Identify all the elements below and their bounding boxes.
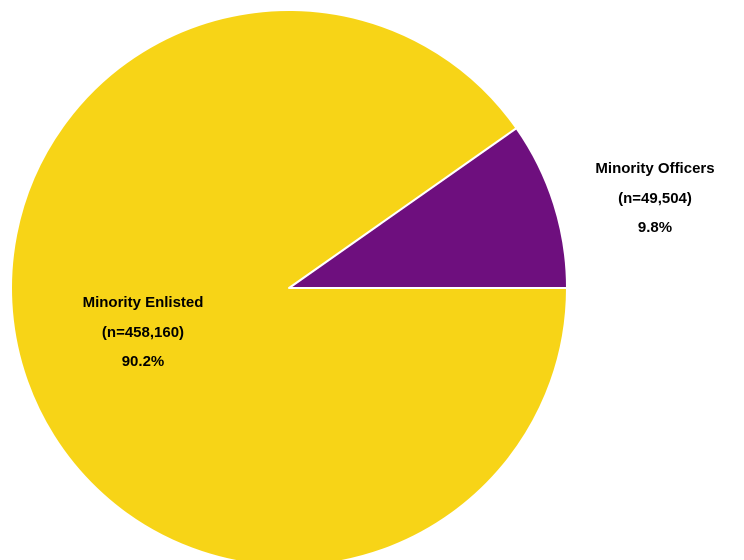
pie-slices	[10, 9, 568, 560]
slice-label-minority-officers-count: (n=49,504)	[618, 190, 692, 207]
pie-slice-minority-enlisted	[10, 9, 568, 560]
slice-label-minority-officers-percent: 9.8%	[638, 219, 672, 236]
slice-label-minority-officers-name: Minority Officers	[595, 160, 714, 177]
slice-label-minority-enlisted-name: Minority Enlisted	[83, 294, 204, 311]
slice-label-minority-enlisted-percent: 90.2%	[122, 353, 165, 370]
label-minority-officers: Minority Officers (n=49,504) 9.8%	[595, 160, 714, 236]
pie-slice-minority-officers	[288, 127, 568, 289]
label-minority-enlisted: Minority Enlisted (n=458,160) 90.2%	[83, 294, 204, 370]
slice-label-minority-enlisted-count: (n=458,160)	[102, 324, 184, 341]
